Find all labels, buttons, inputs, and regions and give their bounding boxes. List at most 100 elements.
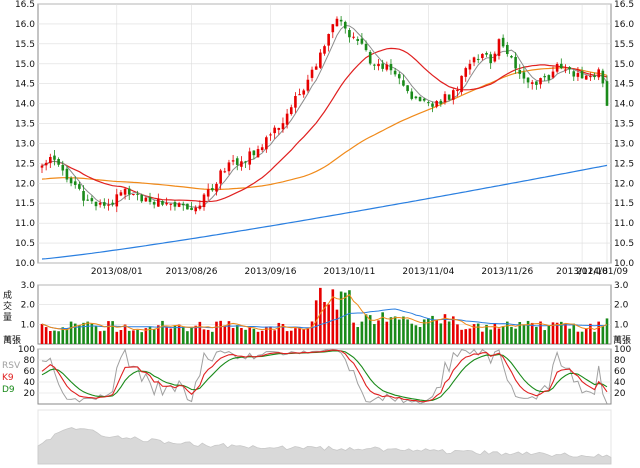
volume-bar	[248, 326, 252, 344]
candle-body	[211, 188, 214, 191]
candle-body	[103, 202, 106, 206]
kd-tick-left: 100	[18, 345, 35, 355]
volume-bar	[389, 317, 393, 344]
volume-bar	[535, 326, 538, 344]
candle-body	[186, 203, 189, 210]
candle-body	[373, 64, 376, 66]
volume-bar	[302, 329, 306, 344]
candle-body	[605, 81, 609, 106]
volume-unit-right: 萬張	[613, 334, 631, 346]
volume-bar	[173, 325, 177, 344]
candle-body	[298, 94, 301, 96]
volume-bar	[530, 322, 534, 344]
volume-bar	[206, 329, 210, 344]
candle-body	[69, 178, 73, 184]
volume-bar	[252, 328, 256, 344]
volume-bar	[73, 323, 77, 344]
volume-bar	[277, 322, 281, 344]
price-tick-left: 11.5	[15, 199, 35, 209]
volume-bar	[186, 331, 189, 344]
volume-ma-short	[41, 293, 608, 331]
candle-body	[597, 69, 600, 78]
candle-body	[227, 162, 231, 172]
candle-body	[265, 137, 268, 150]
candle-body	[215, 183, 218, 192]
volume-bar	[468, 328, 472, 344]
date-tick-label: 2013/12/18	[556, 267, 608, 277]
volume-bar	[61, 327, 65, 344]
volume-bar	[377, 320, 380, 344]
candle-body	[431, 103, 434, 107]
volume-bar	[373, 324, 376, 344]
candle-body	[589, 76, 592, 78]
legend-rsv: RSV	[2, 361, 21, 371]
moving-average-lines	[41, 24, 608, 260]
volume-bar	[65, 328, 69, 344]
volume-bar	[273, 330, 276, 344]
candle-body	[86, 199, 89, 201]
price-y-axis-right: 16.5 16.0 15.5 15.0 14.5 14.0 13.5 13.0 12.5 12.0…	[614, 0, 634, 269]
kd-tick-right: 100	[614, 345, 631, 355]
volume-bar	[518, 322, 522, 344]
volume-bar	[493, 323, 497, 344]
volume-bar	[414, 325, 418, 344]
volume-bar	[560, 321, 563, 344]
candle-body	[530, 82, 534, 84]
candle-body	[489, 54, 492, 64]
volume-bar	[447, 321, 451, 344]
price-tick-left: 10.0	[15, 259, 35, 269]
volume-bar	[335, 309, 339, 344]
candle-body	[476, 58, 480, 60]
candle-body	[152, 202, 156, 205]
k9-line	[41, 349, 608, 403]
volume-bar	[231, 328, 235, 344]
price-tick-right: 16.0	[614, 20, 634, 30]
volume-bar	[514, 328, 517, 344]
volume-bar	[169, 328, 173, 344]
volume-bar	[190, 327, 193, 344]
volume-tick-right: 2.0	[614, 301, 629, 311]
volume-bar	[119, 330, 123, 344]
candle-body	[306, 79, 310, 91]
candle-body	[323, 46, 326, 54]
volume-bar	[94, 326, 98, 344]
candle-body	[580, 71, 584, 79]
volume-bar	[505, 321, 509, 344]
candle-body	[339, 19, 343, 22]
volume-bar	[327, 304, 330, 344]
candle-body	[119, 192, 123, 196]
price-tick-left: 11.0	[15, 219, 35, 229]
candle-body	[568, 67, 571, 70]
volume-bar	[555, 322, 559, 344]
date-tick-label: 2013/08/26	[166, 267, 218, 277]
candle-body	[260, 147, 264, 151]
volume-bar	[49, 331, 52, 344]
candle-body	[331, 24, 335, 33]
kd-tick-left: 40	[24, 378, 36, 388]
volume-bar	[593, 331, 596, 344]
volume-bar	[522, 324, 526, 344]
volume-bar	[298, 327, 301, 344]
candle-body	[584, 75, 588, 80]
candle-body	[593, 75, 596, 78]
candle-body	[468, 63, 472, 70]
volume-bar	[331, 289, 335, 344]
date-axis: 2013/08/01 2013/08/26 2013/09/16 2013/10/11…	[91, 267, 628, 277]
candle-body	[127, 188, 131, 195]
volume-bar	[240, 327, 243, 344]
candle-body	[435, 101, 438, 107]
volume-bar	[90, 323, 94, 344]
candle-body	[206, 189, 210, 197]
candle-body	[514, 56, 517, 69]
candle-body	[231, 160, 235, 162]
volume-bar	[244, 329, 247, 344]
volume-bar	[123, 324, 127, 344]
price-tick-right: 11.0	[614, 219, 634, 229]
volume-bar	[319, 287, 322, 344]
overview-navigator[interactable]	[37, 409, 612, 465]
volume-bar	[568, 328, 571, 344]
price-tick-right: 13.0	[614, 139, 634, 149]
price-tick-right: 15.0	[614, 60, 634, 70]
candle-body	[53, 155, 56, 160]
